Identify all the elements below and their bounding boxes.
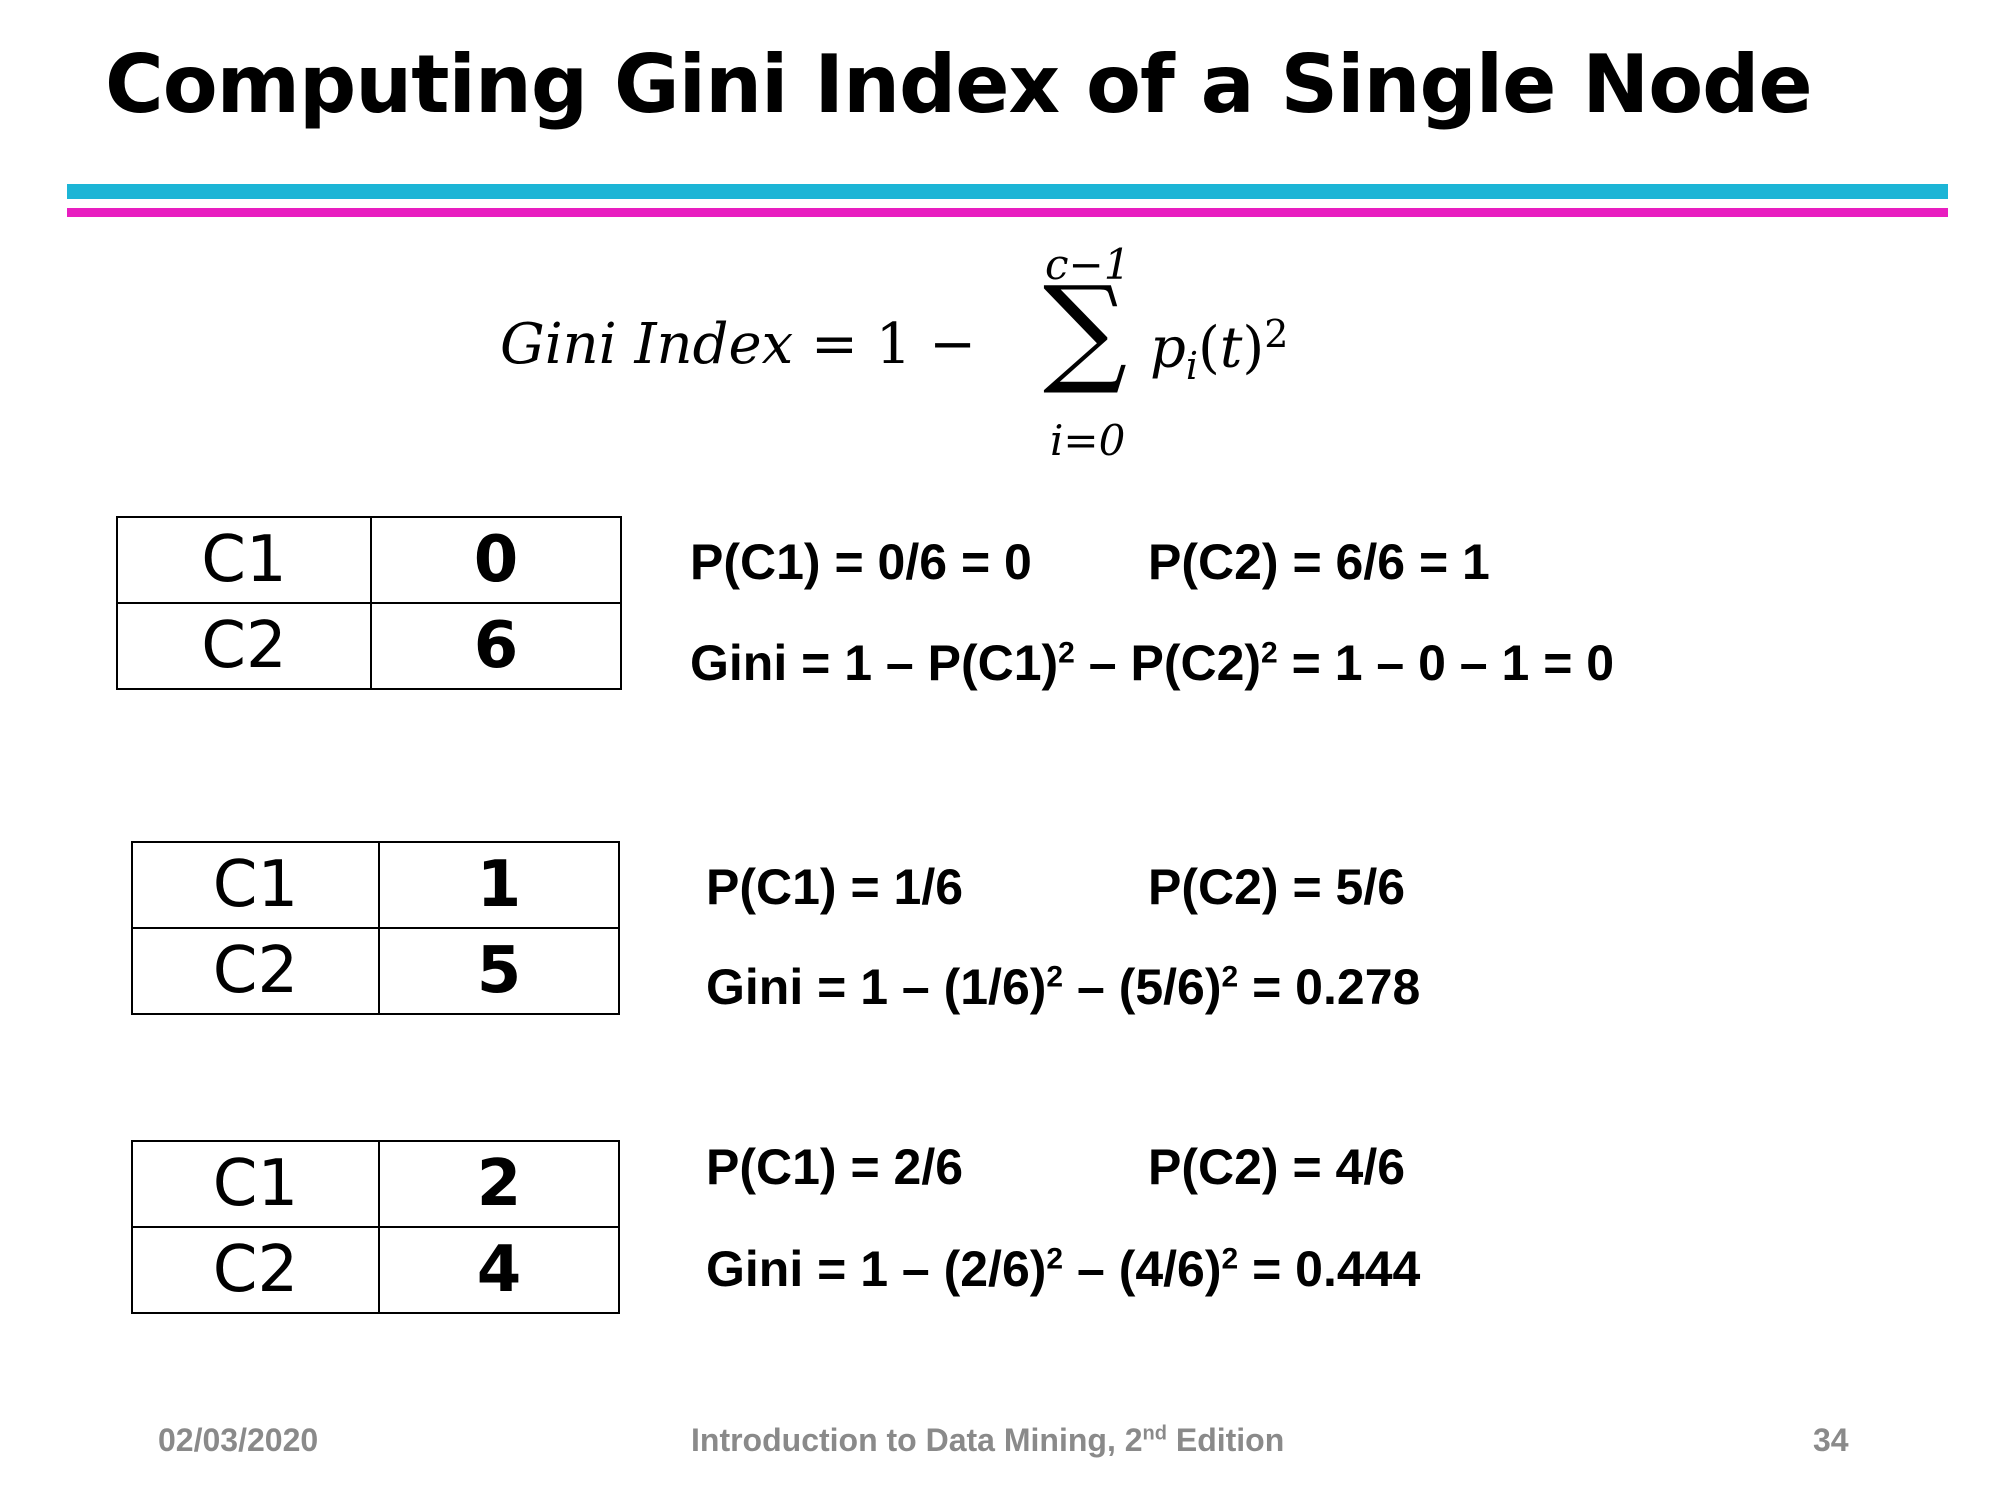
count-table-1: C1 0 C2 6 — [116, 516, 622, 690]
gini-result: = 1 – 0 – 1 = 0 — [1277, 635, 1615, 691]
table-row: C1 0 — [116, 516, 622, 604]
gini-part: – P(C2) — [1088, 635, 1262, 691]
gini-result: = 0.444 — [1238, 1241, 1421, 1297]
prob-c2-3: P(C2) = 4/6 — [1148, 1139, 1406, 1195]
class-cell: C1 — [116, 516, 372, 604]
book-title-ordinal: nd — [1142, 1422, 1167, 1445]
prob-c2-1: P(C2) = 6/6 = 1 — [1148, 534, 1490, 590]
count-cell: 6 — [370, 602, 622, 690]
prob-c1-1: P(C1) = 0/6 = 0 — [690, 534, 1032, 590]
count-table-2: C1 1 C2 5 — [131, 841, 620, 1015]
count-cell: 4 — [378, 1226, 620, 1314]
footer-book-title: Introduction to Data Mining, 2nd Edition — [691, 1422, 1284, 1459]
gini-part: Gini = 1 – (1/6) — [706, 959, 1047, 1015]
count-cell: 5 — [378, 927, 620, 1015]
book-title-text: Introduction to Data Mining, 2 — [691, 1422, 1143, 1458]
class-cell: C1 — [131, 841, 380, 929]
class-cell: C1 — [131, 1140, 380, 1228]
sum-upper-limit: c−1 — [1045, 240, 1131, 289]
gini-result: = 0.278 — [1238, 959, 1421, 1015]
prob-c1-2: P(C1) = 1/6 — [706, 859, 964, 915]
gini-exponent: 2 — [1046, 1242, 1064, 1276]
table-row: C2 4 — [131, 1226, 620, 1314]
gini-part: – (4/6) — [1077, 1241, 1222, 1297]
slide-title: Computing Gini Index of a Single Node — [105, 38, 1813, 131]
table-row: C2 5 — [131, 927, 620, 1015]
class-cell: C2 — [131, 1226, 380, 1314]
gini-exponent: 2 — [1046, 960, 1064, 994]
gini-part: Gini = 1 – (2/6) — [706, 1241, 1047, 1297]
term-arg: t — [1219, 315, 1243, 381]
formula-lhs: Gini Index = 1 − — [500, 312, 976, 377]
formula-word-gini: Gini — [500, 312, 617, 377]
count-cell: 1 — [378, 841, 620, 929]
gini-exponent: 2 — [1261, 636, 1278, 670]
count-cell: 2 — [378, 1140, 620, 1228]
gini-formula: Gini Index = 1 − c−1 ∑ i=0 pi(t)2 — [500, 240, 1350, 470]
sum-lower-limit: i=0 — [1050, 416, 1126, 465]
title-rule-magenta — [67, 208, 1948, 217]
gini-calc-2: Gini = 1 – (1/6)2 – (5/6)2 = 0.278 — [706, 958, 1420, 1016]
gini-exponent: 2 — [1221, 960, 1239, 994]
gini-part: Gini = 1 – P(C1) — [690, 635, 1059, 691]
class-cell: C2 — [116, 602, 372, 690]
gini-exponent: 2 — [1221, 1242, 1239, 1276]
prob-c2-2: P(C2) = 5/6 — [1148, 859, 1406, 915]
table-row: C2 6 — [116, 602, 622, 690]
class-cell: C2 — [131, 927, 380, 1015]
book-title-edition: Edition — [1166, 1422, 1285, 1458]
formula-equals: = 1 − — [793, 312, 977, 377]
formula-term: pi(t)2 — [1150, 312, 1288, 388]
sigma-symbol: ∑ — [1043, 260, 1128, 398]
gini-exponent: 2 — [1058, 636, 1075, 670]
count-cell: 0 — [370, 516, 622, 604]
footer-date: 02/03/2020 — [158, 1422, 319, 1458]
prob-c1-3: P(C1) = 2/6 — [706, 1139, 964, 1195]
footer-page-number: 34 — [1813, 1422, 1849, 1458]
gini-calc-3: Gini = 1 – (2/6)2 – (4/6)2 = 0.444 — [706, 1240, 1420, 1298]
term-subscript: i — [1185, 343, 1199, 388]
gini-calc-1: Gini = 1 – P(C1)2 – P(C2)2 = 1 – 0 – 1 =… — [690, 634, 1614, 692]
title-rule-cyan — [67, 184, 1948, 199]
formula-word-index: Index — [634, 312, 794, 377]
table-row: C1 2 — [131, 1140, 620, 1228]
count-table-3: C1 2 C2 4 — [131, 1140, 620, 1314]
gini-part: – (5/6) — [1077, 959, 1222, 1015]
term-paren-close: ) — [1242, 315, 1265, 381]
term-superscript: 2 — [1264, 312, 1289, 356]
term-p: p — [1150, 315, 1186, 381]
table-row: C1 1 — [131, 841, 620, 929]
term-paren-open: ( — [1198, 315, 1220, 381]
